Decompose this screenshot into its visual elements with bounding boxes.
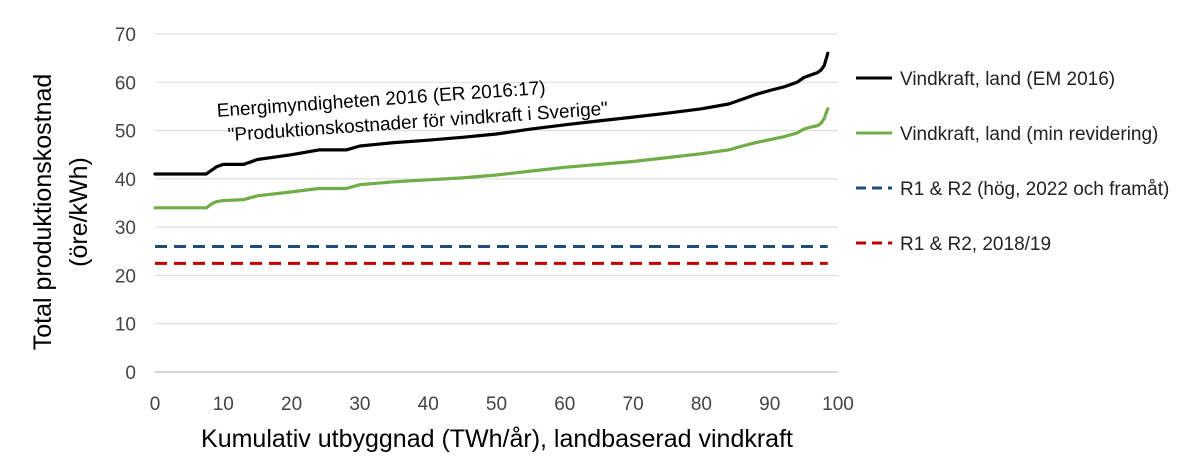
annotation: Energimyndigheten 2016 (ER 2016:17) "Pro…: [216, 78, 609, 146]
y-axis-title-line2: (öre/kWh): [65, 157, 93, 267]
x-tick-label-100: 100: [822, 394, 854, 415]
series-line-1: [153, 107, 830, 210]
x-tick-label-60: 60: [554, 394, 575, 415]
y-tick-label-50: 50: [115, 122, 136, 143]
x-tick-label-40: 40: [418, 394, 439, 415]
y-axis-title-line1: Total produktionskostnad: [29, 74, 57, 351]
series-lines: [153, 51, 830, 265]
y-tick-label-30: 30: [115, 218, 136, 239]
x-tick-label-90: 90: [759, 394, 780, 415]
x-tick-label-70: 70: [623, 394, 644, 415]
gridlines: [155, 33, 838, 373]
y-tick-label-0: 0: [125, 363, 136, 384]
tick-labels: 0 10 20 30 40 50 60 70 0 10 20 30 40 50 60 70 80 90 100: [115, 25, 854, 415]
x-tick-label-80: 80: [691, 394, 712, 415]
legend-label-2: R1 & R2 (hög, 2022 och framåt): [900, 179, 1169, 200]
x-axis-title: Kumulativ utbyggnad (TWh/år), landbasera…: [201, 425, 793, 453]
y-tick-label-40: 40: [115, 170, 136, 191]
x-tick-label-0: 0: [150, 394, 161, 415]
x-tick-label-10: 10: [213, 394, 234, 415]
x-tick-label-50: 50: [486, 394, 507, 415]
x-tick-label-20: 20: [281, 394, 302, 415]
legend-label-1: Vindkraft, land (min revidering): [900, 124, 1158, 145]
legend-label-3: R1 & R2, 2018/19: [900, 234, 1051, 255]
y-tick-label-10: 10: [115, 315, 136, 336]
series-line-0: [153, 51, 830, 176]
y-tick-label-20: 20: [115, 266, 136, 287]
legend-label-0: Vindkraft, land (EM 2016): [900, 69, 1115, 90]
y-tick-label-70: 70: [115, 25, 136, 46]
legend: Vindkraft, land (EM 2016) Vindkraft, land…: [856, 69, 1169, 255]
x-tick-label-30: 30: [349, 394, 370, 415]
y-tick-label-60: 60: [115, 73, 136, 94]
